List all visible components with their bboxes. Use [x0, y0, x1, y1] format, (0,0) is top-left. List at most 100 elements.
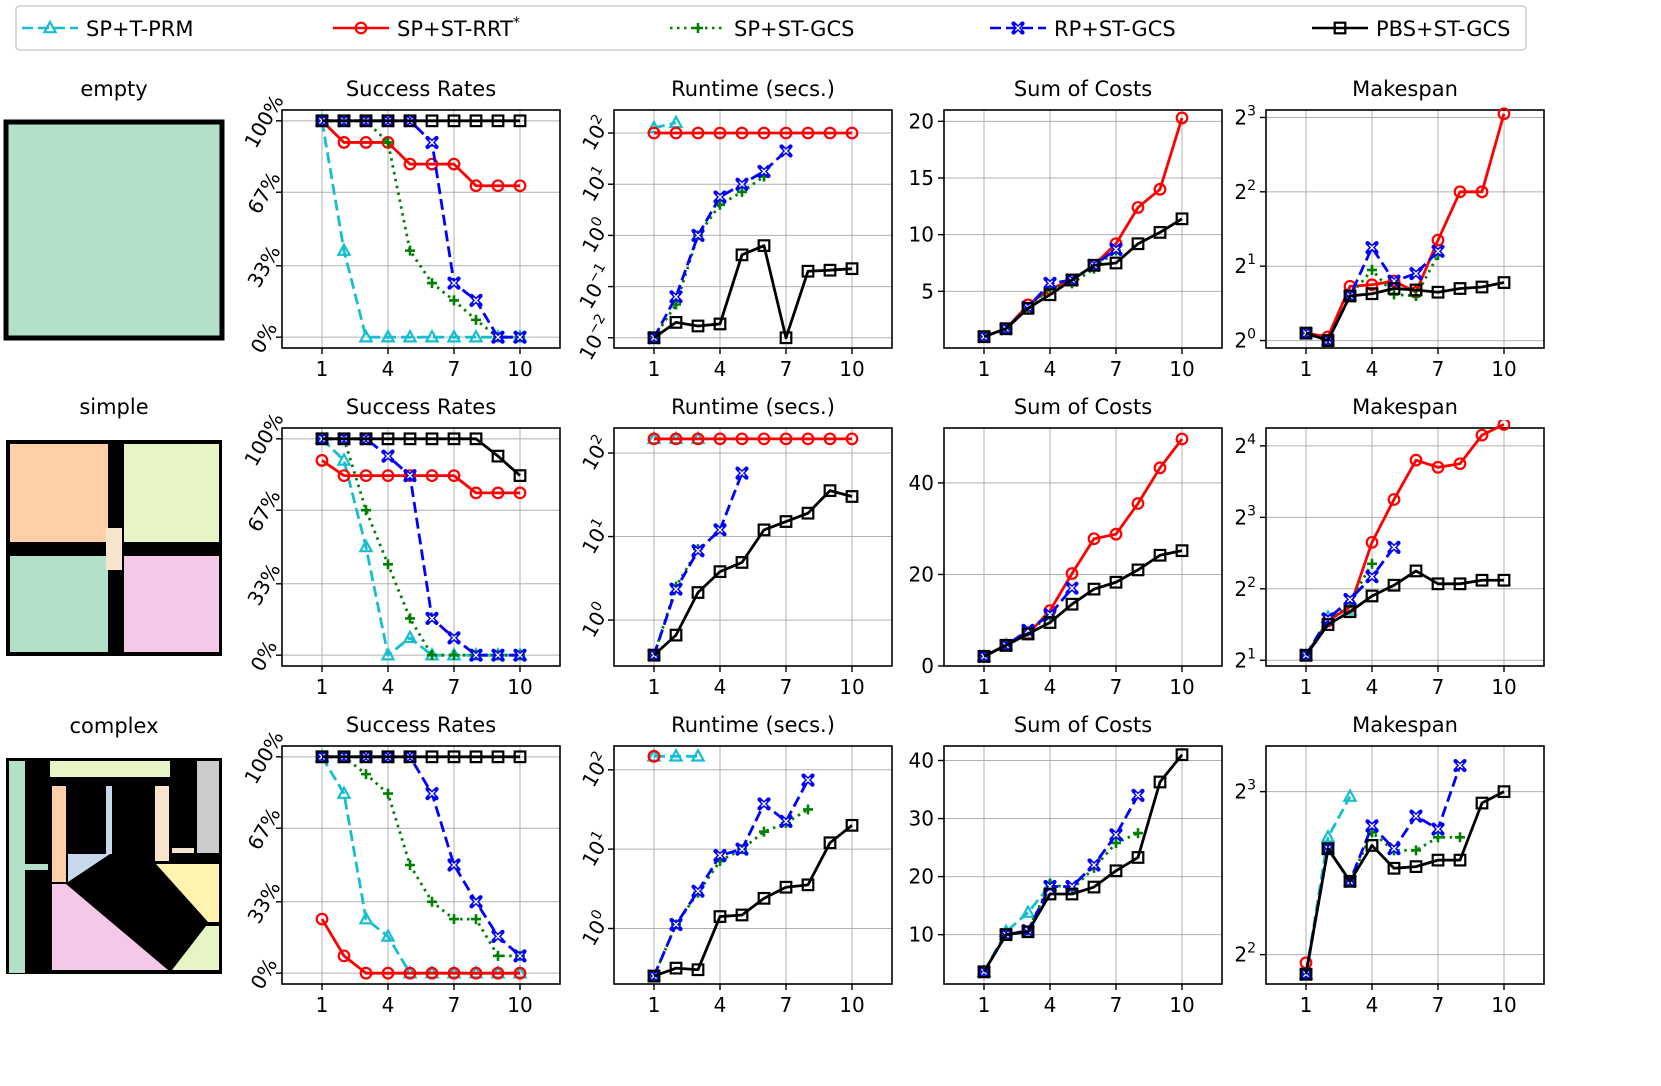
- data-point-PBS+ST-GCS: [359, 750, 373, 764]
- data-point-SP+T-PRM: [402, 328, 418, 343]
- series-group: [1298, 420, 1511, 662]
- y-tick-label-base: 10: [909, 223, 934, 247]
- series-line-RP+ST-GCS: [1304, 765, 1462, 975]
- map-title: complex: [70, 714, 159, 738]
- y-tick-label: 22: [1234, 178, 1256, 204]
- data-point-SP+ST-RRT*: [801, 126, 815, 140]
- data-point-PBS+ST-GCS: [359, 114, 373, 128]
- y-tick-label-base: 0%: [246, 318, 283, 357]
- series-group: [646, 430, 859, 662]
- data-point-SP+ST-RRT*: [513, 179, 527, 193]
- data-point-PBS+ST-GCS: [977, 330, 991, 344]
- y-tick-label: 30: [909, 807, 934, 831]
- y-tick-label-base: 10: [577, 916, 611, 950]
- data-point-SP+ST-RRT*: [1153, 461, 1167, 475]
- data-point-SP+T-PRM: [1320, 829, 1336, 843]
- series-group: [314, 112, 528, 344]
- data-point-SP+ST-GCS: [383, 559, 393, 570]
- data-point-SP+ST-GCS: [759, 826, 769, 837]
- data-point-PBS+ST-GCS: [1453, 282, 1467, 295]
- data-point-SP+ST-GCS: [1455, 832, 1465, 843]
- y-tick-label: 100: [575, 907, 615, 950]
- y-tick-label-base: 20: [909, 562, 934, 586]
- data-point-SP+ST-RRT*: [381, 136, 395, 149]
- legend-frame: [15, 5, 1527, 51]
- x-tick-label: 10: [1169, 675, 1194, 699]
- data-point-SP+T-PRM: [468, 328, 484, 343]
- legend-label: RP+ST-GCS: [1054, 17, 1176, 41]
- map-region-yellow: [156, 864, 219, 922]
- data-point-RP+ST-GCS-inner: [1134, 792, 1142, 799]
- data-point-SP+ST-GCS: [449, 295, 459, 306]
- series-line-SP+ST-GCS: [322, 119, 520, 339]
- data-point-PBS+ST-GCS: [1453, 577, 1467, 591]
- x-tick-label: 4: [714, 675, 727, 699]
- data-point-PBS+ST-GCS: [1299, 648, 1313, 662]
- data-point-SP+ST-GCS: [1133, 828, 1143, 839]
- data-point-PBS+ST-GCS: [1153, 226, 1167, 239]
- data-point-SP+ST-RRT*: [1365, 278, 1379, 292]
- data-point-PBS+ST-GCS: [315, 114, 329, 128]
- series-group: [1298, 758, 1511, 981]
- legend-label: SP+T-PRM: [86, 17, 193, 41]
- data-point-SP+ST-RRT*: [513, 486, 527, 500]
- legend-label-text: SP+T-PRM: [86, 17, 193, 41]
- data-point-SP+ST-RRT*: [1365, 535, 1379, 549]
- y-tick-label-base: 20: [909, 109, 934, 133]
- data-point-PBS+ST-GCS: [337, 114, 351, 128]
- data-point-PBS+ST-GCS: [1409, 860, 1423, 874]
- y-tick-label-base: 0%: [246, 636, 283, 675]
- y-tick-label-base: 2: [1234, 434, 1247, 458]
- axes-frame: [613, 109, 893, 349]
- data-point-PBS+ST-GCS: [1321, 842, 1335, 856]
- data-point-PBS+ST-GCS: [779, 515, 793, 528]
- data-point-PBS+ST-GCS: [1153, 775, 1167, 789]
- data-point-SP+T-PRM: [358, 910, 374, 925]
- data-point-PBS+ST-GCS: [647, 969, 661, 983]
- data-point-SP+ST-RRT*: [779, 126, 793, 140]
- data-point-SP+ST-RRT*: [359, 136, 373, 149]
- data-point-SP+ST-RRT*: [447, 469, 461, 483]
- data-point-SP+ST-RRT*: [647, 749, 661, 763]
- data-point-PBS+ST-GCS: [513, 750, 527, 764]
- x-tick-label: 10: [839, 993, 864, 1017]
- x-tick-label: 4: [1044, 675, 1057, 699]
- data-point-RP+ST-GCS-inner: [1112, 246, 1120, 253]
- data-point-RP+ST-GCS-inner: [672, 586, 680, 593]
- y-tick-label: 10: [909, 923, 934, 947]
- data-point-SP+ST-GCS: [1367, 827, 1377, 838]
- data-point-SP+ST-RRT*: [647, 432, 661, 446]
- data-point-PBS+ST-GCS: [779, 880, 793, 894]
- x-tick-label: 4: [714, 357, 727, 381]
- chart-simple-2: Sum of Costs 1 4 7 10 0 20 40: [909, 395, 1223, 699]
- data-point-SP+ST-RRT*: [823, 126, 837, 140]
- data-point-SP+ST-GCS: [493, 950, 503, 961]
- data-point-SP+ST-RRT*: [337, 136, 351, 149]
- data-point-SP+ST-RRT*: [691, 432, 705, 446]
- data-point-SP+ST-RRT*: [779, 432, 793, 446]
- data-point-PBS+ST-GCS: [977, 965, 991, 979]
- chart-title: Success Rates: [346, 77, 496, 101]
- y-tick-label: 0%: [246, 636, 283, 675]
- y-tick-label: 20: [909, 865, 934, 889]
- y-tick-label: 40: [909, 471, 934, 495]
- data-point-RP+ST-GCS-inner: [428, 790, 436, 797]
- x-tick-label: 4: [1366, 675, 1379, 699]
- data-point-SP+ST-RRT*: [315, 454, 329, 467]
- data-point-PBS+ST-GCS: [691, 319, 705, 333]
- x-tick-label: 4: [382, 993, 395, 1017]
- data-point-SP+T-PRM: [402, 629, 418, 644]
- data-point-SP+T-PRM: [380, 646, 396, 661]
- series-group: [646, 114, 859, 345]
- x-tick-label: 7: [1432, 993, 1445, 1017]
- y-tick-label: 102: [575, 748, 615, 791]
- data-point-SP+ST-RRT*: [757, 432, 771, 446]
- data-point-SP+T-PRM: [446, 328, 462, 343]
- data-point-SP+ST-RRT*: [713, 432, 727, 446]
- data-point-RP+ST-GCS-inner: [672, 921, 680, 928]
- data-point-RP+ST-GCS-inner: [384, 453, 392, 460]
- x-tick-label: 10: [1491, 993, 1516, 1017]
- data-point-PBS+ST-GCS: [425, 432, 439, 446]
- data-point-SP+ST-RRT*: [403, 157, 417, 171]
- y-tick-label-base: 40: [909, 749, 934, 773]
